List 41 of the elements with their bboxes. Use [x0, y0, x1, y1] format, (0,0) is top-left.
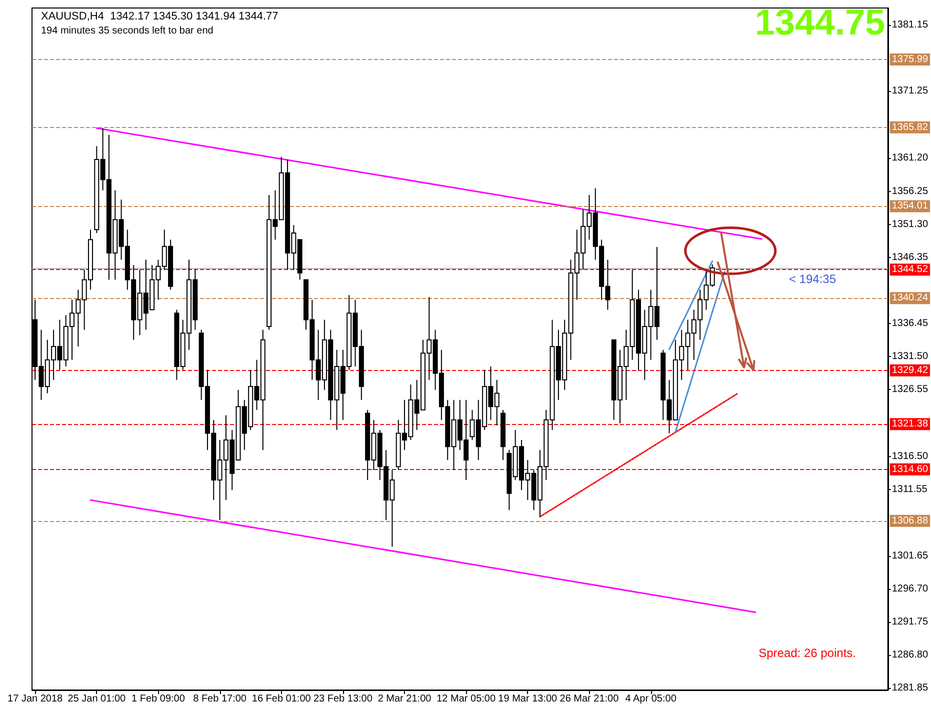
y-tick-label: 1286.80 [892, 649, 928, 660]
x-tick-label: 17 Jan 2018 [8, 694, 64, 704]
y-tick-label: 1291.75 [892, 616, 928, 628]
y-tick-label: 1356.25 [892, 186, 928, 197]
x-tick-label: 25 Jan 01:00 [68, 694, 126, 704]
y-tick-label: 1326.55 [892, 384, 928, 396]
y-tick-label: 1296.70 [892, 583, 928, 594]
ref-line-label: 1306.88 [892, 515, 928, 526]
y-tick-label: 1301.65 [892, 550, 928, 562]
chart-title: XAUUSD,H4 1342.17 1345.30 1341.94 1344.77 [41, 10, 278, 22]
x-tick-label: 26 Mar 21:00 [560, 694, 620, 704]
annotation: < 194:35 [788, 272, 836, 286]
y-tick-label: 1336.45 [892, 318, 928, 329]
annotation: Spread: 26 points. [758, 646, 856, 660]
x-tick-label: 4 Apr 05:00 [625, 694, 677, 704]
ref-line-label: 1375.99 [892, 54, 928, 65]
y-tick-label: 1381.15 [892, 20, 928, 31]
x-tick-label: 19 Mar 13:00 [498, 694, 558, 704]
y-tick-label: 1316.50 [892, 451, 928, 462]
x-tick-label: 1 Feb 09:00 [132, 694, 186, 704]
y-tick-label: 1331.50 [892, 351, 928, 362]
x-tick-label: 2 Mar 21:00 [378, 694, 432, 704]
y-tick-label: 1351.30 [892, 218, 928, 230]
x-tick-label: 12 Mar 05:00 [436, 694, 496, 704]
x-tick-label: 23 Feb 13:00 [313, 694, 373, 704]
ref-line-label: 1365.82 [892, 122, 928, 133]
ref-line-label: 1321.38 [892, 418, 928, 430]
ref-line-label: 1340.24 [892, 292, 928, 304]
x-tick-label: 8 Feb 17:00 [193, 694, 247, 704]
y-tick-label: 1361.20 [892, 152, 928, 164]
ref-line-label: 1354.01 [892, 200, 928, 212]
x-tick-label: 16 Feb 01:00 [252, 694, 312, 704]
ref-line-label: 1314.60 [892, 464, 928, 475]
text: 194 minutes 35 seconds left to bar end [41, 26, 214, 36]
y-tick-label: 1346.35 [892, 252, 928, 263]
y-tick-label: 1281.85 [892, 682, 928, 694]
ref-line-label: 1329.42 [892, 364, 928, 376]
y-tick-label: 1311.55 [892, 484, 928, 496]
y-tick-label: 1371.25 [892, 86, 928, 97]
annotation: 1344.75 [754, 2, 886, 42]
ref-line-label: 1344.52 [892, 264, 928, 276]
